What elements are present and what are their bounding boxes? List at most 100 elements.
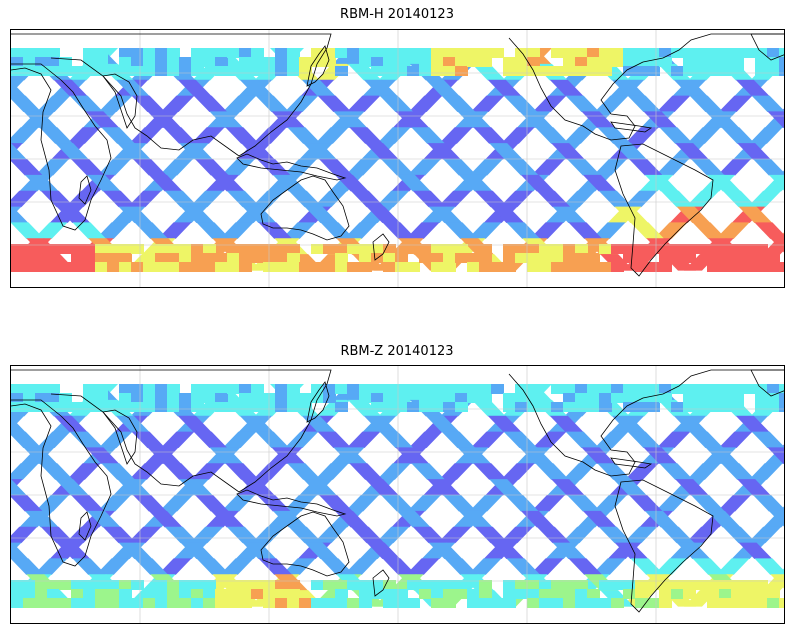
band-cell bbox=[443, 262, 456, 272]
band-cell bbox=[707, 589, 720, 599]
band-cell bbox=[671, 48, 684, 58]
swath-cell bbox=[102, 526, 137, 544]
band-cell bbox=[527, 580, 540, 590]
band-cell bbox=[587, 402, 600, 412]
band-cell bbox=[155, 384, 168, 394]
band-cell bbox=[743, 589, 756, 599]
band-cell bbox=[323, 48, 336, 58]
swath-cell bbox=[95, 558, 130, 575]
gridlines bbox=[11, 30, 784, 287]
band-cell bbox=[671, 589, 684, 599]
swath-cell bbox=[443, 159, 477, 176]
swath-cell bbox=[209, 447, 244, 464]
swath-cell bbox=[343, 558, 378, 575]
band-cell bbox=[35, 580, 48, 590]
band-cell bbox=[575, 253, 588, 263]
band-cell bbox=[395, 48, 408, 58]
band-cell bbox=[635, 57, 648, 67]
band-cell bbox=[707, 244, 720, 254]
band-cell bbox=[23, 393, 36, 403]
band-cell bbox=[479, 384, 492, 394]
band-cell bbox=[707, 57, 720, 67]
band-cell bbox=[515, 48, 528, 58]
band-cell bbox=[671, 253, 684, 263]
swath-cell bbox=[581, 111, 616, 128]
band-cell bbox=[131, 262, 144, 272]
swath-cell bbox=[519, 111, 554, 128]
swath-cell bbox=[33, 558, 68, 575]
band-cell bbox=[107, 262, 120, 272]
swath-cell bbox=[428, 542, 463, 560]
swath-cell bbox=[251, 526, 286, 544]
band-cell bbox=[11, 57, 24, 67]
swath-cell bbox=[117, 479, 151, 496]
band-cell bbox=[731, 598, 744, 608]
band-cell bbox=[191, 402, 204, 412]
swath-cell bbox=[568, 222, 603, 239]
band-cell bbox=[455, 580, 468, 590]
band-cell bbox=[719, 253, 732, 263]
band-cell bbox=[299, 598, 312, 608]
band-cell bbox=[527, 393, 540, 403]
band-cell bbox=[551, 580, 564, 590]
band-cell bbox=[191, 384, 204, 394]
swath-cell bbox=[177, 415, 212, 433]
band-cell bbox=[131, 57, 144, 67]
swath-cell bbox=[598, 526, 633, 544]
swath-cell bbox=[160, 95, 195, 113]
swath-cell bbox=[313, 526, 348, 544]
band-cell bbox=[575, 589, 588, 599]
band-cell bbox=[575, 393, 588, 403]
swath-cell bbox=[288, 526, 323, 544]
band-cell bbox=[287, 598, 300, 608]
swath-cell bbox=[549, 79, 584, 97]
swath-cell bbox=[627, 95, 662, 113]
band-cell bbox=[107, 253, 120, 263]
swath-cell bbox=[767, 447, 784, 464]
swath-cell bbox=[257, 159, 291, 176]
band-cell bbox=[287, 262, 300, 272]
band-cell bbox=[83, 402, 96, 412]
band-cell bbox=[227, 589, 240, 599]
band-cell bbox=[335, 244, 348, 254]
band-cell bbox=[623, 402, 636, 412]
band-cell bbox=[299, 402, 312, 412]
swath-cell bbox=[408, 95, 443, 113]
swath-cell bbox=[72, 222, 107, 239]
swath-cell bbox=[691, 159, 725, 176]
band-cell bbox=[707, 253, 720, 263]
band-cell bbox=[227, 384, 240, 394]
swath-cell bbox=[531, 159, 565, 176]
band-cell bbox=[407, 384, 420, 394]
band-cell bbox=[251, 57, 264, 67]
band-cell bbox=[275, 384, 288, 394]
swath-cell bbox=[33, 222, 68, 239]
swath-cell bbox=[444, 222, 479, 239]
swath-cell bbox=[226, 190, 261, 208]
swath-cell bbox=[505, 159, 539, 176]
band-cell bbox=[443, 589, 456, 599]
band-cell bbox=[563, 66, 576, 76]
caribbean bbox=[610, 457, 653, 469]
band-cell bbox=[167, 393, 180, 403]
swath-cell bbox=[470, 95, 505, 113]
band-cell bbox=[515, 580, 528, 590]
swath-cell bbox=[582, 510, 617, 528]
swath-cell bbox=[396, 510, 431, 528]
swath-cell bbox=[443, 495, 477, 512]
swath-cell bbox=[301, 79, 336, 97]
band-cell bbox=[563, 244, 576, 254]
band-cell bbox=[515, 244, 528, 254]
swath-cell bbox=[536, 190, 571, 208]
band-cell bbox=[551, 598, 564, 608]
swath-cell bbox=[255, 431, 290, 449]
band-cell bbox=[23, 580, 36, 590]
band-cell bbox=[287, 393, 300, 403]
band-cell bbox=[71, 253, 84, 263]
swath-cell bbox=[614, 206, 649, 224]
band-cell bbox=[755, 262, 768, 272]
band-cell bbox=[287, 589, 300, 599]
band-cell bbox=[647, 262, 660, 272]
band-cell bbox=[251, 589, 264, 599]
band-cell bbox=[59, 262, 72, 272]
